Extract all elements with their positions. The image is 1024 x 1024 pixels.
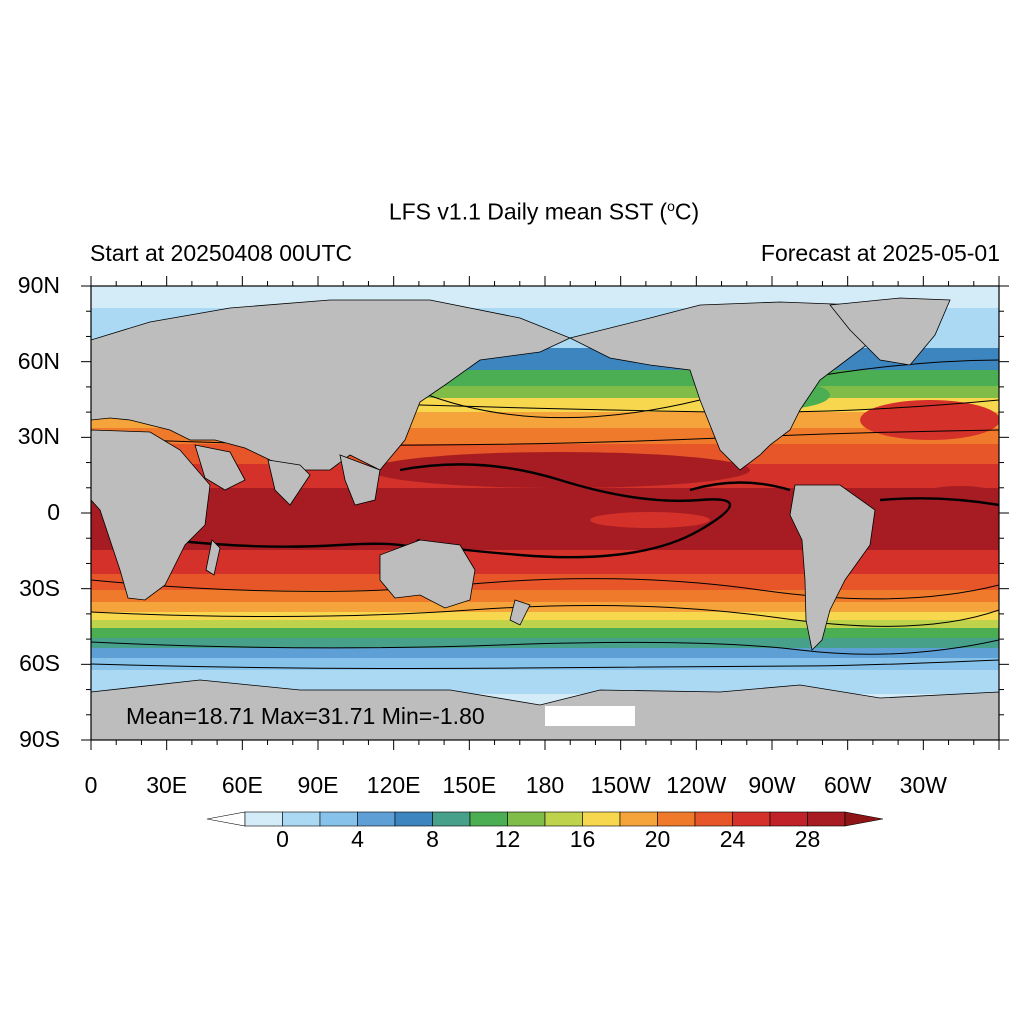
colorbar-box [394, 811, 433, 827]
europe-asia [91, 299, 572, 471]
lon-label: 120W [666, 772, 727, 798]
lon-label: 180 [525, 772, 565, 798]
colorbar-label: 28 [794, 826, 821, 852]
colorbar-box [507, 811, 546, 827]
colorbar-box [282, 811, 321, 827]
map-field [91, 286, 999, 740]
colorbar-box [732, 811, 771, 827]
gulf-stream-warm [860, 400, 999, 440]
forecast-time-label: Forecast at 2025-05-01 [760, 240, 1000, 266]
colorbar-box [244, 811, 283, 827]
colorbar-label: 20 [644, 826, 671, 852]
colorbar-label: 8 [426, 826, 439, 852]
new-zealand [509, 599, 531, 626]
colorbar-box [582, 811, 621, 827]
colorbar-box [619, 811, 658, 827]
lon-label: 120E [366, 772, 421, 798]
lon-label: 90E [297, 772, 339, 798]
south-warm-band-2 [91, 590, 999, 602]
start-time-label: Start at 20250408 00UTC [90, 240, 353, 266]
lat-label: 60S [19, 650, 60, 677]
south-cold-band-3 [91, 658, 999, 670]
lat-label: 0 [47, 499, 60, 525]
australia [379, 539, 476, 609]
colorbar-box [357, 811, 396, 827]
colorbar-label: 12 [494, 826, 521, 852]
arabia [194, 444, 246, 491]
lon-label: 30W [899, 772, 947, 798]
degree-symbol: o [667, 198, 675, 214]
chart-title: LFS v1.1 Daily mean SST (oC) [0, 198, 1024, 226]
south-warm-band-4 [91, 612, 999, 620]
colorbar-box [807, 811, 846, 827]
colorbar-box [544, 811, 583, 827]
colorbar-box [469, 811, 508, 827]
lon-label: 60W [824, 772, 872, 798]
greenland [829, 297, 951, 366]
lon-label: 0 [84, 772, 98, 798]
lon-label: 30E [146, 772, 188, 798]
colorbar-low-arrow [206, 811, 246, 827]
lon-label: 150W [590, 772, 651, 798]
lat-label: 60N [17, 347, 60, 374]
title-prefix: LFS v1.1 Daily mean SST ( [388, 198, 668, 225]
madagascar [205, 539, 221, 576]
north-pacific-warm-pool [370, 452, 750, 488]
lat-label: 90S [19, 726, 60, 752]
colorbar-label: 24 [719, 826, 746, 852]
south-temperate-band-1 [91, 620, 999, 628]
colorbar-box [319, 811, 358, 827]
south-temperate-band-2 [91, 628, 999, 638]
colorbar-box [657, 811, 696, 827]
colorbar-label: 4 [351, 826, 364, 852]
south-america [789, 484, 876, 651]
colorbar-label: 16 [569, 826, 596, 852]
india [267, 459, 311, 506]
colorbar-high-arrow [844, 811, 884, 827]
south-warm-band-3 [91, 602, 999, 612]
lon-label: 150E [442, 772, 497, 798]
colorbar-box [432, 811, 471, 827]
south-cold-band-2 [91, 648, 999, 658]
africa [91, 429, 211, 601]
south-warm-band-1 [91, 574, 999, 590]
lon-label: 90W [748, 772, 796, 798]
lat-label: 30N [17, 423, 60, 450]
lat-label: 30S [19, 574, 60, 601]
lon-label: 60E [221, 772, 263, 798]
south-cold-band-1 [91, 638, 999, 648]
indochina [339, 454, 381, 506]
cold-tongue [590, 512, 710, 528]
colorbar [206, 811, 884, 827]
field-statistics: Mean=18.71 Max=31.71 Min=-1.80 [126, 703, 485, 729]
lat-label: 90N [17, 272, 60, 298]
ice-shelf-gap [545, 706, 635, 726]
colorbar-box [769, 811, 808, 827]
title-suffix: C) [674, 198, 700, 225]
colorbar-box [694, 811, 733, 827]
axis-ticks [81, 276, 1009, 750]
north-america [568, 301, 901, 471]
colorbar-label: 0 [276, 826, 289, 852]
